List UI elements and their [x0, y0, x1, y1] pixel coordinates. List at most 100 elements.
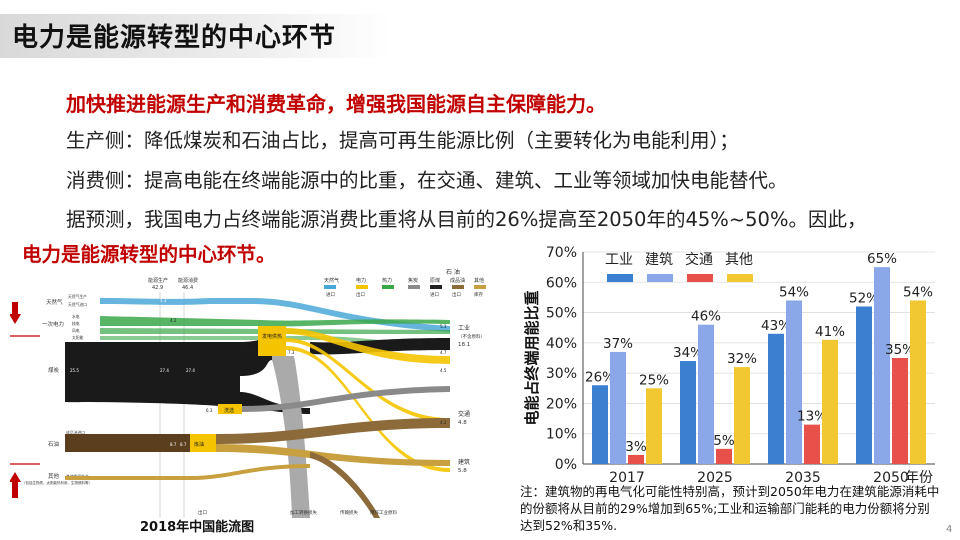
- label-production: 能源生产: [148, 277, 168, 284]
- sub-label: 成品油进口: [66, 430, 85, 435]
- legend-label-工业: 工业: [605, 252, 633, 268]
- bar-交通-2025: [716, 448, 732, 464]
- node-refining-label: 炼油: [194, 441, 204, 448]
- bar-工业-2017: [592, 385, 608, 464]
- svg-text:热力: 热力: [382, 277, 392, 284]
- left-label-coal: 煤炭: [48, 366, 60, 374]
- energy-flow-diagram: 石 油 天然气 电力 热力 焦炭 原煤 成品油 其他 进口 出口 进口 出口 库…: [10, 268, 486, 518]
- flow-value: 5.3: [440, 324, 447, 329]
- flow-refined-oil-2: [216, 444, 450, 466]
- bar-交通-2017: [628, 454, 644, 464]
- flow-value: 8.7: [170, 442, 177, 447]
- bar-交通-2035: [804, 424, 820, 464]
- sankey-legend: 石 油 天然气 电力 热力 焦炭 原煤 成品油 其他 进口 出口 进口 出口 库…: [324, 268, 486, 298]
- headline: 加快推进能源生产和消费革命，增强我国能源自主保障能力。: [66, 92, 606, 116]
- flow-electricity: [286, 328, 450, 364]
- bar-工业-2035: [768, 333, 784, 464]
- y-tick-label: 40%: [546, 336, 577, 352]
- y-tick-label: 0%: [555, 457, 577, 473]
- legend-swatch-交通: [687, 274, 713, 282]
- data-label: 54%: [903, 284, 933, 300]
- y-tick-label: 50%: [546, 306, 577, 322]
- data-label: 13%: [797, 409, 827, 425]
- label-production-value: 42.9: [152, 285, 163, 291]
- data-label: 65%: [867, 251, 897, 267]
- sub-label: 核电: [72, 321, 80, 326]
- right-label-industry-value: 18.1: [458, 342, 470, 348]
- bar-交通-2050: [892, 358, 908, 464]
- legend-label-其他: 其他: [725, 252, 753, 268]
- bar-工业-2025: [680, 361, 696, 464]
- consumption-text: 消费侧：提高电能在终端能源中的比重，在交通、建筑、工业等领域加快电能替代。: [66, 169, 788, 192]
- legend-item-coke: 焦炭: [408, 277, 420, 289]
- flow-value: 7.3: [288, 350, 295, 355]
- legend-sub-0: 进口: [326, 291, 335, 298]
- svg-text:电力: 电力: [356, 277, 366, 284]
- sub-label: 水电: [72, 314, 80, 319]
- flow-refined-oil: [216, 418, 450, 444]
- sub-label: 太阳能: [72, 335, 84, 340]
- right-label-industry-sub: （不含原料）: [458, 333, 485, 340]
- data-label: 43%: [761, 318, 791, 334]
- data-label: 5%: [713, 433, 735, 449]
- svg-text:焦炭: 焦炭: [408, 277, 418, 284]
- title-bar: [0, 14, 390, 58]
- node-power-label: 发电供热: [262, 333, 282, 340]
- data-label: 52%: [849, 291, 879, 307]
- legend-item-gas: 天然气: [324, 277, 339, 289]
- y-tick-label: 70%: [546, 245, 577, 261]
- bar-建筑-2035: [786, 300, 802, 464]
- legend-swatch-其他: [727, 274, 753, 282]
- bottom-label-transmission-loss: 传输损失: [340, 509, 358, 516]
- sankey-caption: 2018年中国能流图: [140, 520, 255, 535]
- bottom-label-export: 出口: [198, 509, 207, 516]
- flow-value: 15.1: [246, 348, 255, 353]
- flow-value: 4.3: [440, 344, 447, 349]
- right-label-industry: 工业: [458, 324, 470, 332]
- right-label-transport: 交通: [458, 410, 470, 418]
- left-label-other: 其他: [48, 472, 60, 480]
- flow-value: 5.3: [160, 298, 167, 303]
- bar-其他-2050: [910, 300, 926, 464]
- flow-value: 6.3: [206, 408, 213, 413]
- right-label-transport-value: 4.8: [458, 420, 467, 426]
- y-tick-label: 20%: [546, 396, 577, 412]
- flow-value: 4.5: [440, 368, 447, 373]
- right-label-building-value: 5.8: [458, 468, 467, 474]
- flow-value: 25.5: [70, 368, 79, 373]
- node-refining: [190, 434, 216, 452]
- y-tick-label: 60%: [546, 275, 577, 291]
- legend-item-coal: 原煤: [430, 277, 442, 289]
- legend-oil-header: 石 油: [446, 268, 460, 276]
- electricity-share-bar-chart: 0% 10% 20% 30% 40% 50% 60% 70% 电能占终端用能比重 26% 37% 3%…: [523, 245, 935, 485]
- flow-value: 4.2: [170, 318, 177, 323]
- down-arrow-icon: [10, 302, 40, 337]
- flow-primary-power: [100, 316, 450, 327]
- flow-coke: [242, 386, 450, 412]
- data-label: 35%: [885, 342, 915, 358]
- sub-label: 天然气进口: [68, 302, 87, 307]
- data-label: 25%: [639, 372, 669, 388]
- right-label-building: 建筑: [458, 458, 470, 466]
- x-tick-label: 2017: [609, 470, 645, 485]
- flow-value: 27.4: [160, 368, 169, 373]
- bar-其他-2017: [646, 388, 662, 464]
- left-label-primary-power: 一次电力: [42, 320, 64, 328]
- legend-swatch-建筑: [647, 274, 673, 282]
- flow-gas: [100, 298, 450, 332]
- legend-label-交通: 交通: [685, 251, 713, 268]
- bar-其他-2035: [822, 339, 838, 464]
- label-consumption: 能源消费: [178, 277, 198, 284]
- flow-value: 4.7: [440, 350, 447, 355]
- y-tick-label: 10%: [546, 427, 577, 443]
- bar-其他-2025: [734, 367, 750, 464]
- node-coking-label: 洗选: [224, 407, 234, 414]
- left-label-oil: 石油: [48, 440, 60, 448]
- legend-sub-1: 出口: [356, 291, 365, 298]
- legend-item-other: 其他: [474, 277, 486, 289]
- page-number: 4: [946, 524, 953, 535]
- label-consumption-value: 46.4: [182, 285, 193, 291]
- y-tick-label: 30%: [546, 366, 577, 382]
- legend-label-建筑: 建筑: [645, 252, 673, 268]
